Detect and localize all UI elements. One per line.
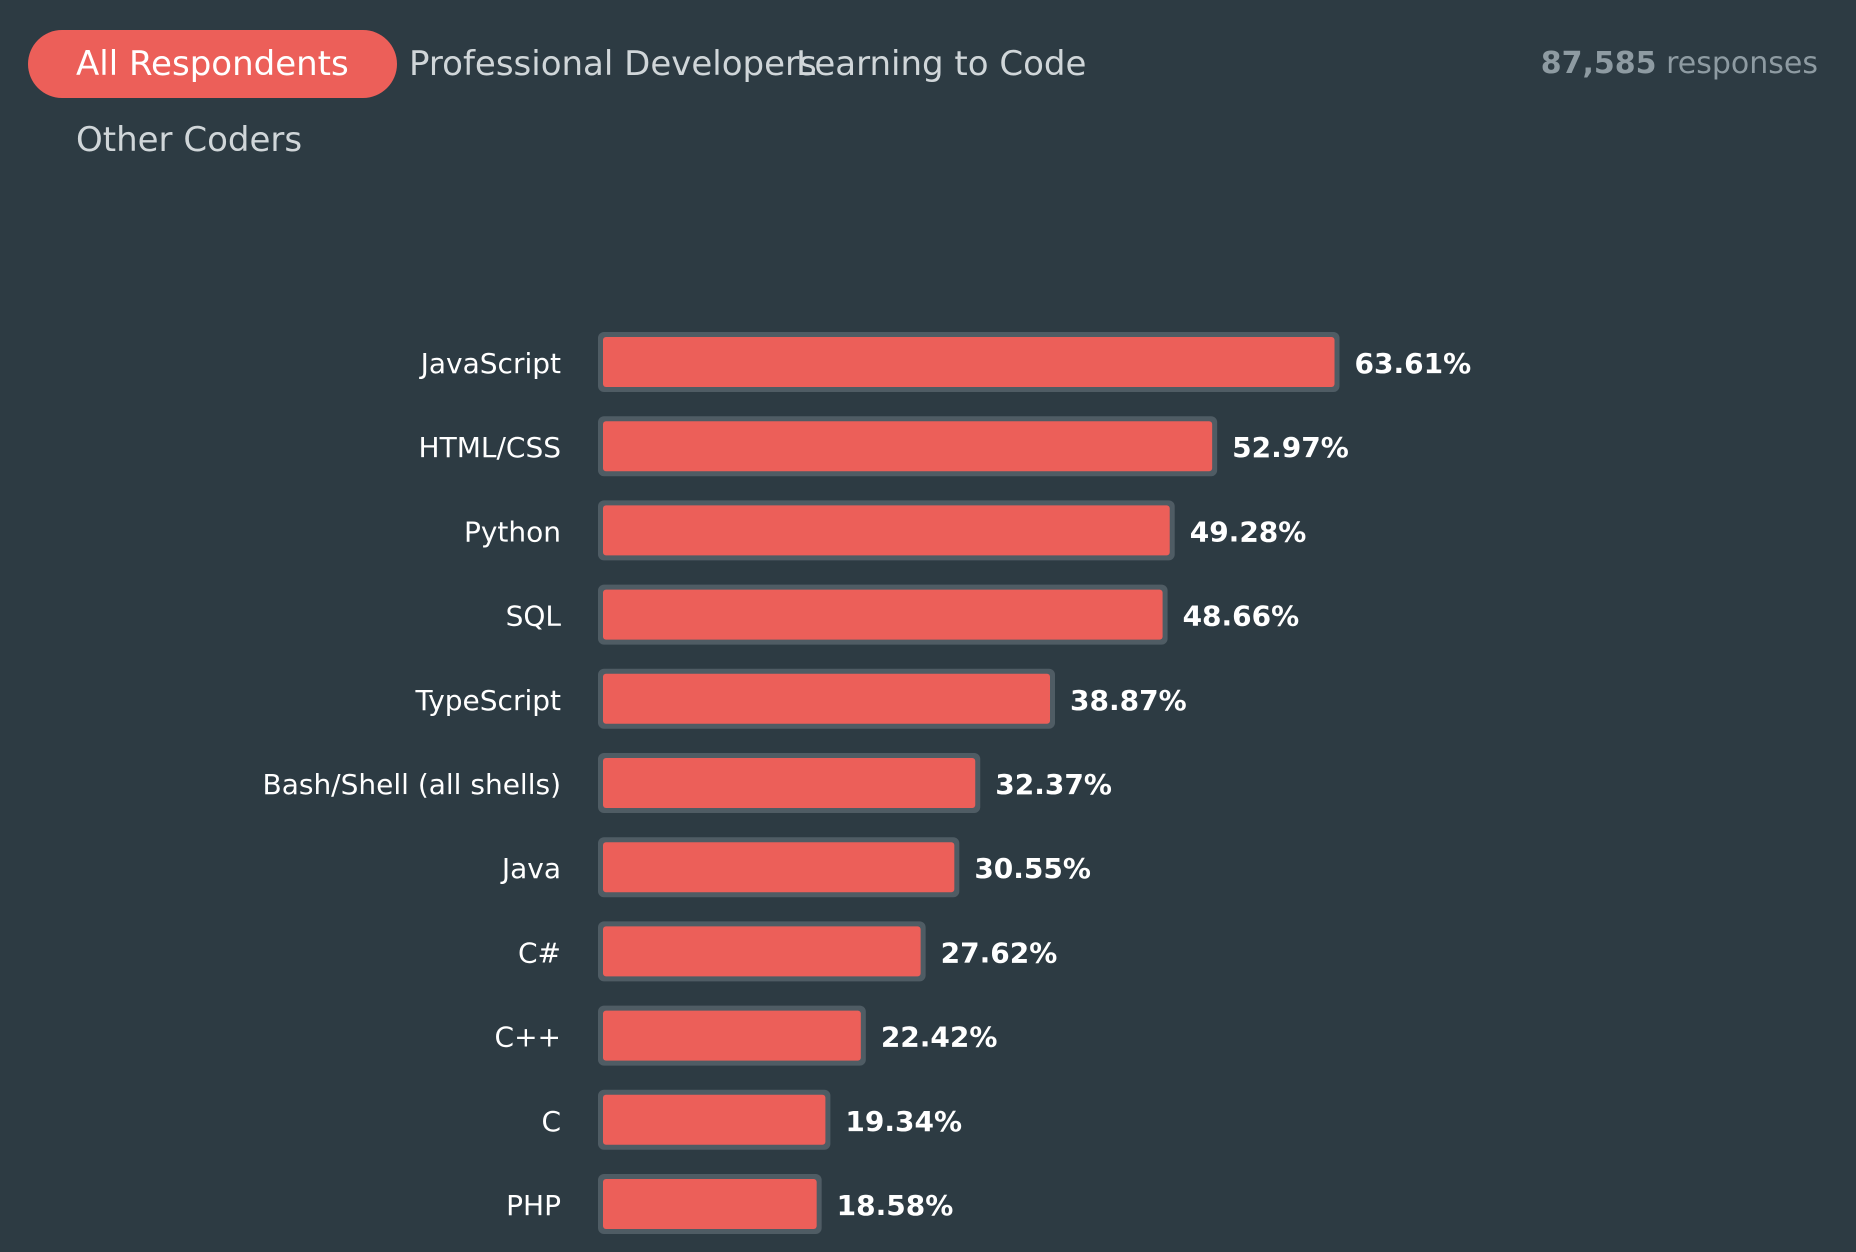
- tab-other-coders[interactable]: Other Coders: [76, 120, 303, 160]
- bar[interactable]: [603, 421, 1213, 472]
- bar[interactable]: [603, 505, 1170, 556]
- responses-number: 87,585: [1540, 46, 1657, 81]
- category-label: Python: [464, 515, 561, 548]
- value-label: 22.42%: [881, 1021, 998, 1054]
- bar[interactable]: [603, 758, 976, 808]
- category-label: SQL: [506, 600, 562, 633]
- category-label: C++: [495, 1021, 561, 1054]
- category-label: TypeScript: [414, 684, 561, 717]
- responses-label: responses: [1666, 46, 1818, 81]
- value-label: 38.87%: [1070, 684, 1187, 717]
- bar[interactable]: [603, 842, 955, 893]
- bar[interactable]: [603, 926, 921, 977]
- tab-all-respondents[interactable]: All Respondents: [28, 30, 397, 98]
- bar[interactable]: [603, 1010, 861, 1061]
- value-label: 30.55%: [974, 852, 1091, 885]
- category-label: Bash/Shell (all shells): [262, 768, 561, 801]
- bar[interactable]: [603, 589, 1163, 640]
- tab-learning-to-code[interactable]: Learning to Code: [796, 44, 1087, 84]
- value-label: 27.62%: [941, 936, 1058, 969]
- value-label: 63.61%: [1355, 347, 1472, 380]
- bar[interactable]: [603, 337, 1335, 387]
- category-label: Java: [500, 852, 561, 885]
- bar[interactable]: [603, 1094, 826, 1145]
- category-label: C: [541, 1105, 561, 1138]
- category-label: HTML/CSS: [419, 431, 561, 464]
- responses-count: 87,585 responses: [1541, 46, 1818, 81]
- respondent-tabs: All Respondents Professional Developers …: [28, 30, 1628, 230]
- category-label: C#: [518, 936, 561, 969]
- category-label: JavaScript: [419, 347, 561, 380]
- category-label: PHP: [506, 1189, 561, 1222]
- value-label: 48.66%: [1183, 600, 1300, 633]
- value-label: 52.97%: [1232, 431, 1349, 464]
- value-label: 49.28%: [1190, 515, 1307, 548]
- value-label: 18.58%: [837, 1189, 954, 1222]
- value-label: 32.37%: [995, 768, 1112, 801]
- value-label: 19.34%: [845, 1105, 962, 1138]
- bar[interactable]: [603, 1179, 817, 1229]
- bar[interactable]: [603, 673, 1051, 724]
- tab-professional-developers[interactable]: Professional Developers: [409, 44, 817, 84]
